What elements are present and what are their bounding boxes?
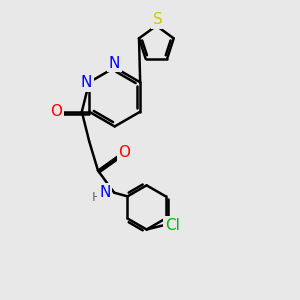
Text: Cl: Cl: [165, 218, 180, 232]
Text: O: O: [118, 146, 130, 160]
Text: S: S: [153, 12, 163, 27]
Text: N: N: [99, 184, 110, 200]
Text: H: H: [92, 190, 101, 204]
Text: N: N: [80, 75, 92, 90]
Text: O: O: [50, 104, 62, 119]
Text: N: N: [109, 56, 120, 70]
